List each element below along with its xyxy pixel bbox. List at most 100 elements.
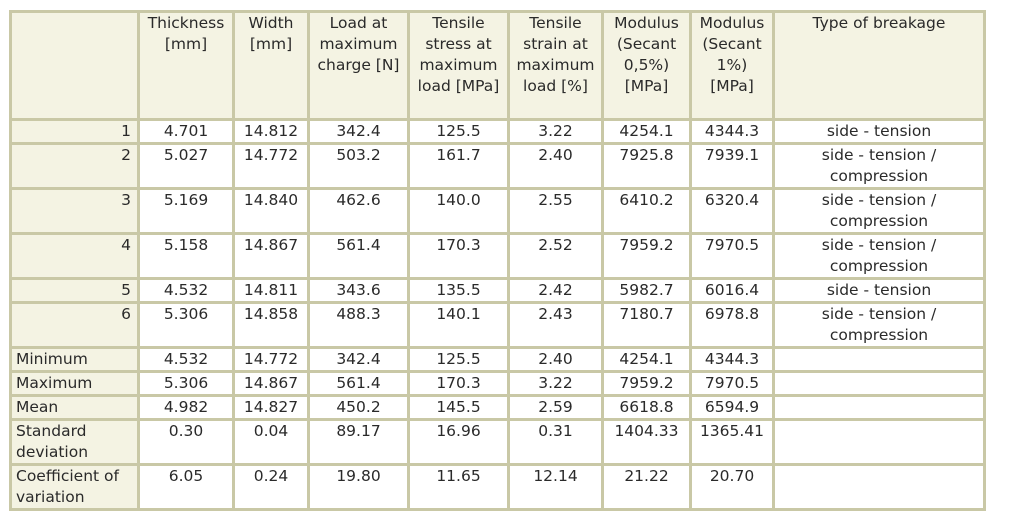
row-label: 2 bbox=[12, 145, 137, 187]
stat-load: 450.2 bbox=[310, 397, 407, 418]
cell-modulus-05: 7180.7 bbox=[604, 304, 689, 346]
row-label: 5 bbox=[12, 280, 137, 301]
cell-modulus-05: 4254.1 bbox=[604, 121, 689, 142]
cell-load: 503.2 bbox=[310, 145, 407, 187]
row-label: 3 bbox=[12, 190, 137, 232]
header-strain: Tensile strain at maximum load [%] bbox=[510, 13, 601, 118]
cell-thickness: 5.306 bbox=[140, 304, 232, 346]
table-row: 3 5.169 14.840 462.6 140.0 2.55 6410.2 6… bbox=[12, 190, 983, 232]
cell-thickness: 5.027 bbox=[140, 145, 232, 187]
cell-width: 14.840 bbox=[235, 190, 307, 232]
header-width: Width [mm] bbox=[235, 13, 307, 118]
cell-breakage: side - tension / compression bbox=[775, 145, 983, 187]
cell-modulus-1: 6016.4 bbox=[692, 280, 772, 301]
stat-width: 0.04 bbox=[235, 421, 307, 463]
stat-row: Maximum 5.306 14.867 561.4 170.3 3.22 79… bbox=[12, 373, 983, 394]
cell-breakage: side - tension / compression bbox=[775, 304, 983, 346]
cell-load: 488.3 bbox=[310, 304, 407, 346]
stat-label: Standard deviation bbox=[12, 421, 137, 463]
stat-thickness: 4.982 bbox=[140, 397, 232, 418]
stat-strain: 2.40 bbox=[510, 349, 601, 370]
table-row: 2 5.027 14.772 503.2 161.7 2.40 7925.8 7… bbox=[12, 145, 983, 187]
stat-width: 14.772 bbox=[235, 349, 307, 370]
cell-strain: 2.43 bbox=[510, 304, 601, 346]
stat-strain: 2.59 bbox=[510, 397, 601, 418]
stat-label: Coefficient of variation bbox=[12, 466, 137, 508]
stat-thickness: 6.05 bbox=[140, 466, 232, 508]
stat-strain: 12.14 bbox=[510, 466, 601, 508]
stat-stress: 145.5 bbox=[410, 397, 507, 418]
stat-modulus-05: 7959.2 bbox=[604, 373, 689, 394]
cell-modulus-1: 7939.1 bbox=[692, 145, 772, 187]
stat-modulus-05: 6618.8 bbox=[604, 397, 689, 418]
cell-breakage: side - tension / compression bbox=[775, 235, 983, 277]
stat-width: 0.24 bbox=[235, 466, 307, 508]
stat-breakage-empty bbox=[775, 373, 983, 394]
header-row: Thickness [mm] Width [mm] Load at maximu… bbox=[12, 13, 983, 118]
stat-breakage-empty bbox=[775, 397, 983, 418]
stat-thickness: 5.306 bbox=[140, 373, 232, 394]
stat-stress: 125.5 bbox=[410, 349, 507, 370]
cell-load: 342.4 bbox=[310, 121, 407, 142]
stat-modulus-1: 20.70 bbox=[692, 466, 772, 508]
header-corner bbox=[12, 13, 137, 118]
stat-strain: 3.22 bbox=[510, 373, 601, 394]
header-stress: Tensile stress at maximum load [MPa] bbox=[410, 13, 507, 118]
table-row: 4 5.158 14.867 561.4 170.3 2.52 7959.2 7… bbox=[12, 235, 983, 277]
header-modulus-1: Modulus (Secant 1%) [MPa] bbox=[692, 13, 772, 118]
stat-modulus-05: 4254.1 bbox=[604, 349, 689, 370]
stat-load: 89.17 bbox=[310, 421, 407, 463]
cell-modulus-1: 4344.3 bbox=[692, 121, 772, 142]
cell-modulus-05: 5982.7 bbox=[604, 280, 689, 301]
cell-width: 14.811 bbox=[235, 280, 307, 301]
table-row: 6 5.306 14.858 488.3 140.1 2.43 7180.7 6… bbox=[12, 304, 983, 346]
row-label: 4 bbox=[12, 235, 137, 277]
cell-width: 14.772 bbox=[235, 145, 307, 187]
table-row: 5 4.532 14.811 343.6 135.5 2.42 5982.7 6… bbox=[12, 280, 983, 301]
cell-modulus-05: 7925.8 bbox=[604, 145, 689, 187]
stat-thickness: 4.532 bbox=[140, 349, 232, 370]
stat-label: Minimum bbox=[12, 349, 137, 370]
stat-modulus-05: 21.22 bbox=[604, 466, 689, 508]
stat-load: 19.80 bbox=[310, 466, 407, 508]
stat-stress: 11.65 bbox=[410, 466, 507, 508]
cell-strain: 3.22 bbox=[510, 121, 601, 142]
cell-stress: 135.5 bbox=[410, 280, 507, 301]
stat-stress: 170.3 bbox=[410, 373, 507, 394]
stat-row: Standard deviation 0.30 0.04 89.17 16.96… bbox=[12, 421, 983, 463]
stat-row: Coefficient of variation 6.05 0.24 19.80… bbox=[12, 466, 983, 508]
cell-width: 14.858 bbox=[235, 304, 307, 346]
cell-width: 14.867 bbox=[235, 235, 307, 277]
cell-strain: 2.55 bbox=[510, 190, 601, 232]
row-label: 1 bbox=[12, 121, 137, 142]
header-breakage: Type of breakage bbox=[775, 13, 983, 118]
cell-thickness: 4.701 bbox=[140, 121, 232, 142]
stat-width: 14.827 bbox=[235, 397, 307, 418]
cell-stress: 161.7 bbox=[410, 145, 507, 187]
stat-modulus-05: 1404.33 bbox=[604, 421, 689, 463]
cell-stress: 140.1 bbox=[410, 304, 507, 346]
cell-stress: 140.0 bbox=[410, 190, 507, 232]
stat-label: Mean bbox=[12, 397, 137, 418]
cell-breakage: side - tension bbox=[775, 280, 983, 301]
cell-modulus-1: 6978.8 bbox=[692, 304, 772, 346]
header-thickness: Thickness [mm] bbox=[140, 13, 232, 118]
stat-modulus-1: 1365.41 bbox=[692, 421, 772, 463]
cell-strain: 2.40 bbox=[510, 145, 601, 187]
stat-label: Maximum bbox=[12, 373, 137, 394]
cell-stress: 170.3 bbox=[410, 235, 507, 277]
cell-load: 561.4 bbox=[310, 235, 407, 277]
cell-width: 14.812 bbox=[235, 121, 307, 142]
cell-strain: 2.52 bbox=[510, 235, 601, 277]
stat-width: 14.867 bbox=[235, 373, 307, 394]
stat-stress: 16.96 bbox=[410, 421, 507, 463]
cell-stress: 125.5 bbox=[410, 121, 507, 142]
stat-load: 342.4 bbox=[310, 349, 407, 370]
cell-breakage: side - tension bbox=[775, 121, 983, 142]
cell-modulus-1: 6320.4 bbox=[692, 190, 772, 232]
cell-breakage: side - tension / compression bbox=[775, 190, 983, 232]
stat-row: Mean 4.982 14.827 450.2 145.5 2.59 6618.… bbox=[12, 397, 983, 418]
header-load: Load at maximum charge [N] bbox=[310, 13, 407, 118]
cell-load: 343.6 bbox=[310, 280, 407, 301]
row-label: 6 bbox=[12, 304, 137, 346]
